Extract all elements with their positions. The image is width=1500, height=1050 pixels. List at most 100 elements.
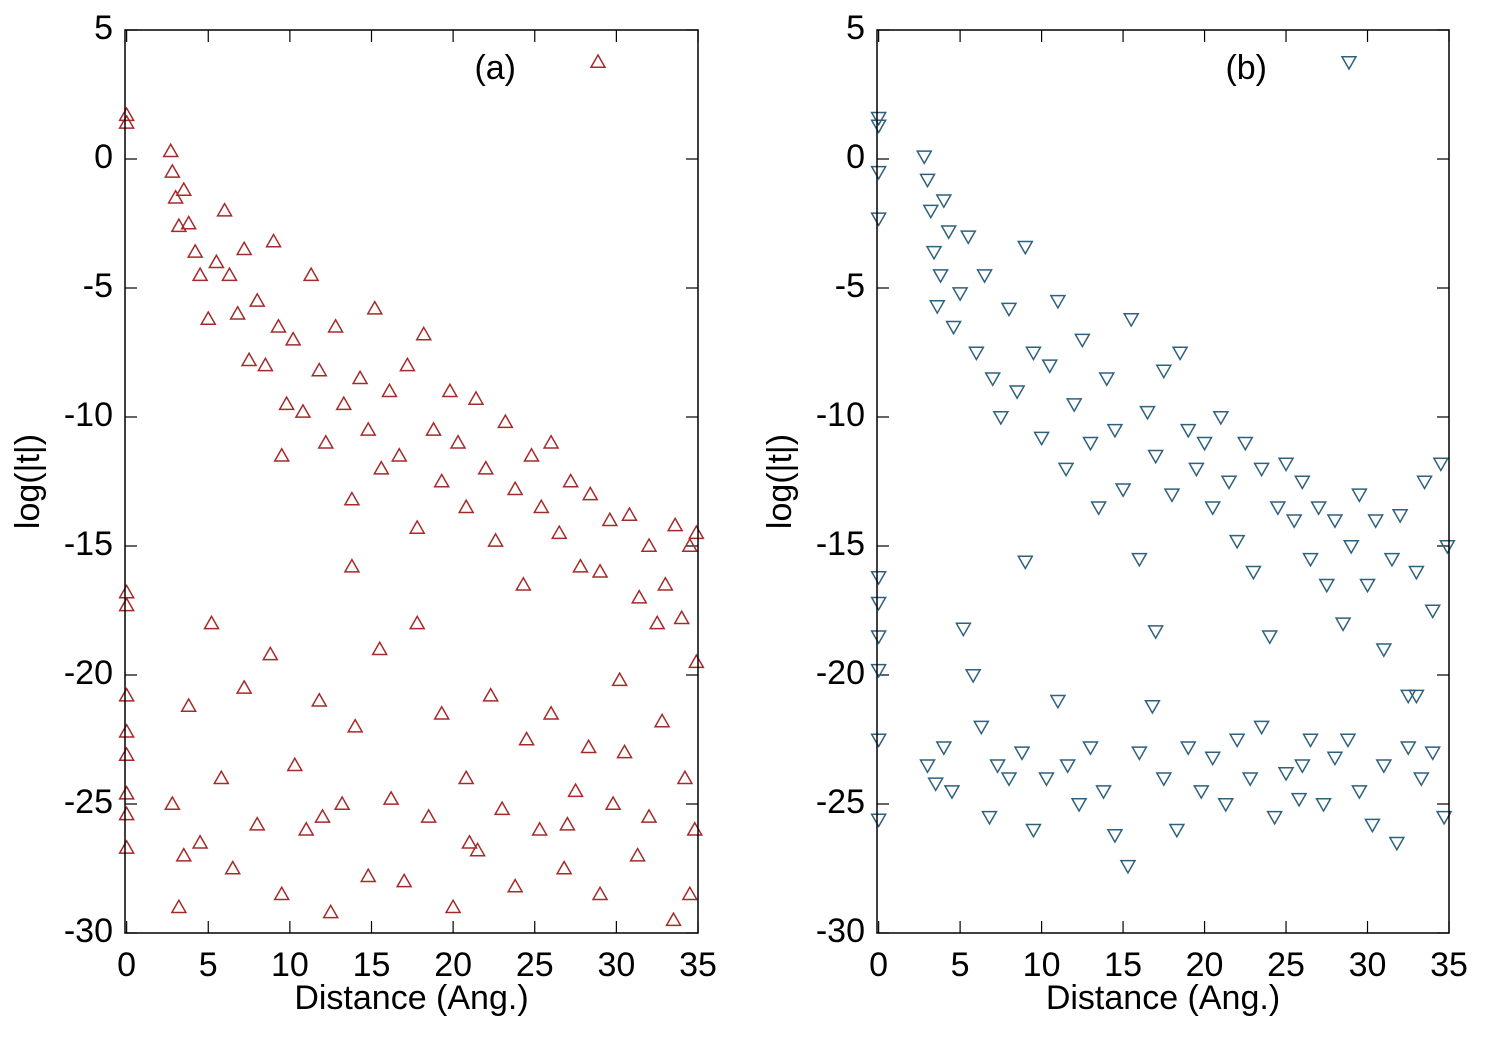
point (294, 403, 312, 418)
point (371, 640, 388, 656)
point (1082, 741, 1099, 756)
point (1253, 720, 1270, 736)
x-tick-label: 15 (1104, 946, 1142, 984)
point (180, 214, 197, 230)
point (175, 181, 193, 196)
y-tick-label: 5 (94, 9, 113, 47)
y-tick-label: -5 (835, 267, 865, 305)
point (657, 576, 674, 591)
point (1017, 555, 1034, 570)
point (515, 576, 532, 591)
point (673, 609, 690, 625)
panel: -30 -25 -20 -15 -10 -5 0 5 0 5 10 15 20 25 30 35 Distanc… (9, 9, 717, 1017)
point (302, 266, 320, 282)
x-tick-label: 10 (1023, 946, 1061, 984)
point (919, 173, 936, 189)
point (333, 795, 351, 810)
point (382, 790, 400, 805)
point (1082, 436, 1099, 452)
point (676, 769, 694, 785)
y-tick-label: -25 (816, 783, 865, 821)
point (1122, 312, 1140, 328)
point (1388, 836, 1406, 852)
point (1220, 475, 1238, 491)
x-tick-label: 0 (869, 946, 888, 984)
x-tick-label: 5 (199, 946, 218, 984)
panel: -30 -25 -20 -15 -10 -5 0 5 0 5 10 15 20 25 30 35 Distanc… (761, 9, 1468, 1017)
point (1119, 859, 1137, 875)
point (118, 114, 135, 129)
point (415, 325, 433, 341)
point (1000, 302, 1018, 318)
point (932, 269, 949, 284)
point (186, 243, 204, 258)
point (935, 194, 953, 209)
point (1179, 741, 1197, 756)
point (408, 614, 426, 630)
point (1383, 552, 1401, 568)
point (601, 511, 619, 527)
point (870, 663, 887, 679)
point (164, 163, 181, 178)
point (1413, 772, 1430, 787)
point (1375, 759, 1393, 774)
point (164, 795, 181, 810)
point (310, 362, 328, 377)
legend-marker (1340, 56, 1358, 71)
point (1025, 823, 1042, 839)
y-tick-label: 5 (846, 9, 865, 47)
point (1163, 488, 1181, 503)
point (221, 266, 238, 282)
point (531, 821, 548, 836)
point (1439, 540, 1456, 555)
point (1171, 346, 1189, 362)
point (919, 759, 936, 774)
y-tick-label: -15 (64, 525, 113, 563)
point (951, 287, 969, 302)
point (1008, 385, 1026, 400)
x-tick-label: 20 (434, 946, 472, 984)
point (273, 885, 291, 901)
point (591, 563, 609, 578)
point (935, 741, 953, 756)
point (433, 705, 450, 720)
legend-marker (589, 53, 607, 68)
point (992, 411, 1010, 426)
point (314, 808, 331, 823)
point (1212, 411, 1230, 426)
point (199, 310, 217, 325)
point (408, 519, 426, 534)
point (469, 841, 486, 857)
point (955, 622, 972, 638)
point (170, 898, 188, 914)
point (922, 204, 940, 220)
point (915, 150, 933, 165)
point (506, 878, 524, 893)
point (1399, 689, 1417, 705)
point (457, 498, 475, 514)
point (1359, 578, 1376, 594)
point (1131, 552, 1148, 568)
point (604, 795, 622, 810)
point (580, 738, 597, 754)
point (1049, 294, 1067, 310)
point (532, 498, 550, 514)
point (167, 189, 184, 204)
point (1106, 423, 1124, 439)
point (630, 589, 648, 604)
point (1228, 534, 1246, 550)
x-tick-label: 30 (597, 946, 635, 984)
point (688, 653, 705, 669)
point (542, 705, 560, 720)
point (1000, 772, 1018, 787)
point (118, 746, 135, 761)
point (1070, 798, 1088, 813)
point (395, 872, 413, 888)
y-tick-label: 0 (94, 138, 113, 176)
point (1269, 501, 1287, 516)
point (297, 821, 315, 836)
point (681, 885, 699, 901)
point (203, 614, 220, 630)
point (1435, 810, 1453, 826)
